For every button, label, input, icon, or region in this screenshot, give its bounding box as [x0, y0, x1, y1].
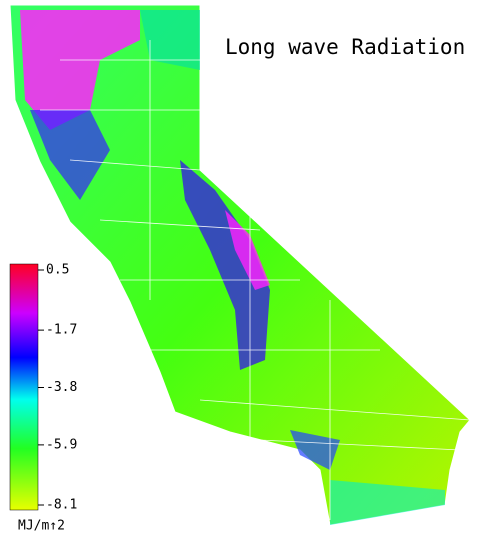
- colorbar: [9, 263, 39, 511]
- colorbar-tick-label: -3.8: [46, 380, 77, 395]
- colorbar-unit: MJ/m↑2: [18, 519, 65, 534]
- map-title: Long wave Radiation: [225, 35, 465, 59]
- california: [9, 4, 471, 526]
- colorbar-tick-label: 0.5: [46, 263, 69, 278]
- colorbar-tick-label: -1.7: [46, 323, 77, 338]
- colorbar-tick-label: -5.9: [46, 437, 77, 452]
- colorbar-tick-label: -8.1: [46, 498, 77, 513]
